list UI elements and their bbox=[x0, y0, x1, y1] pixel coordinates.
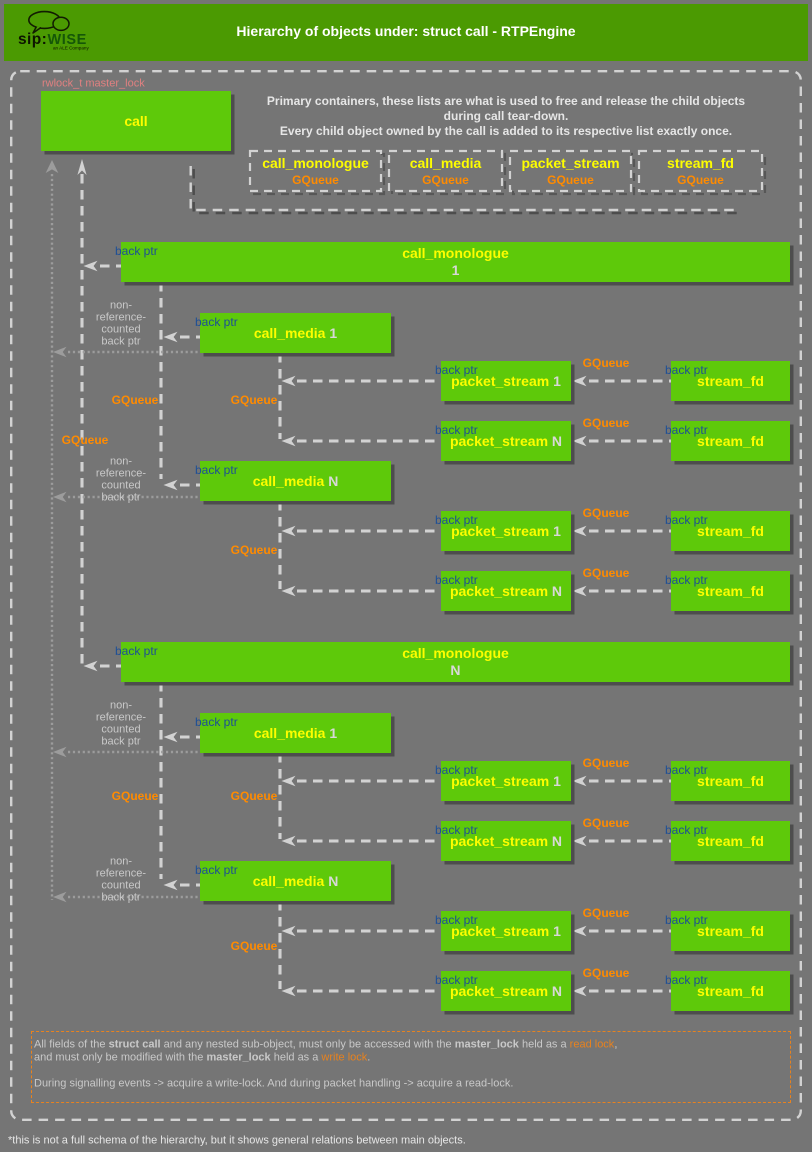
svg-text:sip:: sip: bbox=[18, 31, 47, 48]
svg-text:an ALE Company: an ALE Company bbox=[53, 46, 89, 51]
svg-text:WISE: WISE bbox=[48, 32, 87, 48]
